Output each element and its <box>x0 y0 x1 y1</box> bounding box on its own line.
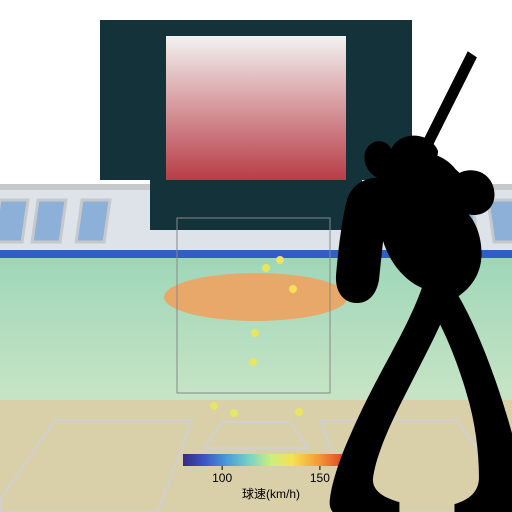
colorbar-tick-label: 150 <box>310 471 330 485</box>
stadium-window <box>76 200 110 242</box>
colorbar-tick-label: 100 <box>212 471 232 485</box>
pitch-marker <box>295 408 303 416</box>
pitch-marker <box>249 358 257 366</box>
pitch-marker <box>262 264 270 272</box>
pitch-marker <box>289 285 297 293</box>
stadium-window <box>488 200 512 242</box>
pitch-marker <box>276 256 284 264</box>
colorbar-label: 球速(km/h) <box>242 487 300 501</box>
colorbar <box>183 454 359 466</box>
pitch-marker <box>230 409 238 417</box>
stadium-window <box>0 200 28 242</box>
pitch-marker <box>251 329 259 337</box>
pitchers-mound <box>164 273 348 321</box>
stadium-window <box>32 200 66 242</box>
scoreboard-screen <box>166 36 346 180</box>
pitch-marker <box>210 402 218 410</box>
